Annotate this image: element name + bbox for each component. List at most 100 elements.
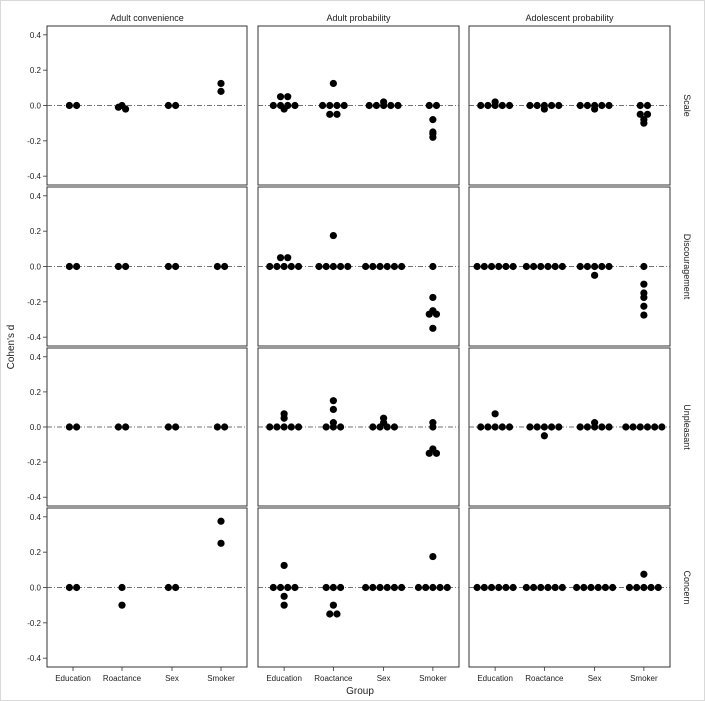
y-tick-label: 0.0 <box>30 102 42 111</box>
data-point-roactance <box>544 262 552 271</box>
data-point-education <box>287 423 295 431</box>
data-point-education <box>273 423 281 431</box>
y-tick-label: 0.0 <box>30 263 42 272</box>
y-tick-label: 0.0 <box>30 423 42 432</box>
data-point-sex <box>372 101 381 110</box>
data-point-education <box>502 583 510 592</box>
data-point-sex <box>164 423 172 431</box>
data-point-smoker <box>425 101 433 110</box>
data-point-education <box>505 101 514 110</box>
data-point-education <box>276 93 285 101</box>
data-point-smoker <box>651 423 659 431</box>
data-point-sex <box>580 583 588 592</box>
data-point-sex <box>383 262 391 271</box>
data-point-education <box>280 262 288 271</box>
x-tick-label-smoker: Smoker <box>207 674 235 683</box>
data-point-sex <box>383 423 391 431</box>
data-point-education <box>73 101 81 110</box>
data-point-roactance <box>318 101 327 110</box>
y-tick-label: 0.2 <box>30 388 42 397</box>
data-point-education <box>284 254 292 262</box>
data-point-education <box>294 262 303 271</box>
data-point-smoker <box>217 517 225 525</box>
data-point-roactance <box>558 583 566 592</box>
y-tick-label: 0.0 <box>30 584 42 593</box>
data-point-roactance <box>547 423 556 431</box>
data-point-education <box>65 262 73 271</box>
data-point-roactance <box>555 423 563 431</box>
data-point-roactance <box>551 262 559 271</box>
y-tick-label: 0.2 <box>30 548 42 557</box>
data-point-roactance <box>329 262 337 271</box>
y-tick-label: -0.2 <box>27 298 41 307</box>
data-point-roactance <box>329 397 337 405</box>
data-point-sex <box>172 583 180 592</box>
data-point-roactance <box>114 103 122 111</box>
data-point-smoker <box>640 570 648 578</box>
y-tick-label: -0.4 <box>27 172 41 181</box>
data-point-sex <box>598 262 606 271</box>
data-point-roactance <box>547 101 556 110</box>
data-point-sex <box>587 583 595 592</box>
data-point-sex <box>583 262 592 271</box>
y-tick-label: -0.2 <box>27 458 41 467</box>
data-point-education <box>495 262 503 271</box>
data-point-education <box>491 423 499 431</box>
data-point-sex <box>591 262 599 271</box>
data-point-sex <box>394 101 402 110</box>
x-tick-label-sex: Sex <box>377 674 391 683</box>
data-point-smoker <box>425 310 433 318</box>
data-point-roactance <box>329 583 337 592</box>
data-point-roactance <box>322 583 330 592</box>
data-point-roactance <box>326 101 334 110</box>
data-point-education <box>495 583 503 592</box>
data-point-smoker <box>213 423 221 431</box>
data-point-sex <box>583 101 592 110</box>
data-point-roactance <box>529 583 538 592</box>
data-point-sex <box>576 101 584 110</box>
data-point-roactance <box>555 101 563 110</box>
data-point-roactance <box>329 423 337 431</box>
data-point-sex <box>576 262 584 271</box>
data-point-sex <box>591 271 599 279</box>
data-point-roactance <box>544 583 552 592</box>
data-point-education <box>287 262 295 271</box>
data-point-education <box>284 93 292 101</box>
data-point-roactance <box>114 423 122 431</box>
data-point-sex <box>390 423 399 431</box>
data-point-education <box>291 583 299 592</box>
data-point-sex <box>383 583 391 592</box>
data-point-sex <box>376 583 384 592</box>
x-tick-label-roactance: Roactance <box>314 674 353 683</box>
data-point-education <box>484 423 492 431</box>
data-point-sex <box>398 262 406 271</box>
data-point-roactance <box>329 79 337 88</box>
data-point-sex <box>164 583 172 592</box>
data-point-smoker <box>436 583 444 592</box>
data-point-smoker <box>625 583 634 592</box>
data-point-roactance <box>540 432 548 440</box>
data-point-education <box>65 423 73 431</box>
data-point-sex <box>365 101 373 110</box>
x-axis-title: Group <box>346 686 374 697</box>
data-point-smoker <box>640 583 648 592</box>
y-tick-label: 0.4 <box>30 353 42 362</box>
data-point-sex <box>594 583 602 592</box>
data-point-smoker <box>643 423 652 431</box>
data-point-roactance <box>329 601 337 609</box>
data-point-roactance <box>315 262 323 271</box>
data-point-roactance <box>537 262 545 271</box>
data-point-education <box>73 262 81 271</box>
data-point-smoker <box>622 423 630 431</box>
data-point-smoker <box>221 262 229 271</box>
data-point-sex <box>591 105 599 113</box>
data-point-roactance <box>340 101 348 110</box>
data-point-education <box>498 423 506 431</box>
data-point-education <box>276 254 285 262</box>
data-point-sex <box>164 262 172 271</box>
data-point-smoker <box>640 280 648 288</box>
data-point-smoker <box>643 101 652 110</box>
y-tick-label: 0.2 <box>30 66 42 75</box>
data-point-sex <box>390 262 399 271</box>
data-point-education <box>266 262 274 271</box>
